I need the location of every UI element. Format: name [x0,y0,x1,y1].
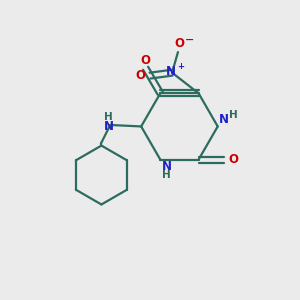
Text: +: + [177,62,184,71]
Text: H: H [162,170,171,180]
Text: N: N [166,65,176,78]
Text: H: H [229,110,237,120]
Text: O: O [174,37,184,50]
Text: N: N [219,113,229,127]
Text: O: O [136,69,146,82]
Text: O: O [228,153,238,166]
Text: H: H [104,112,113,122]
Text: N: N [162,160,172,172]
Text: N: N [104,120,114,133]
Text: −: − [184,35,194,45]
Text: O: O [141,53,151,67]
